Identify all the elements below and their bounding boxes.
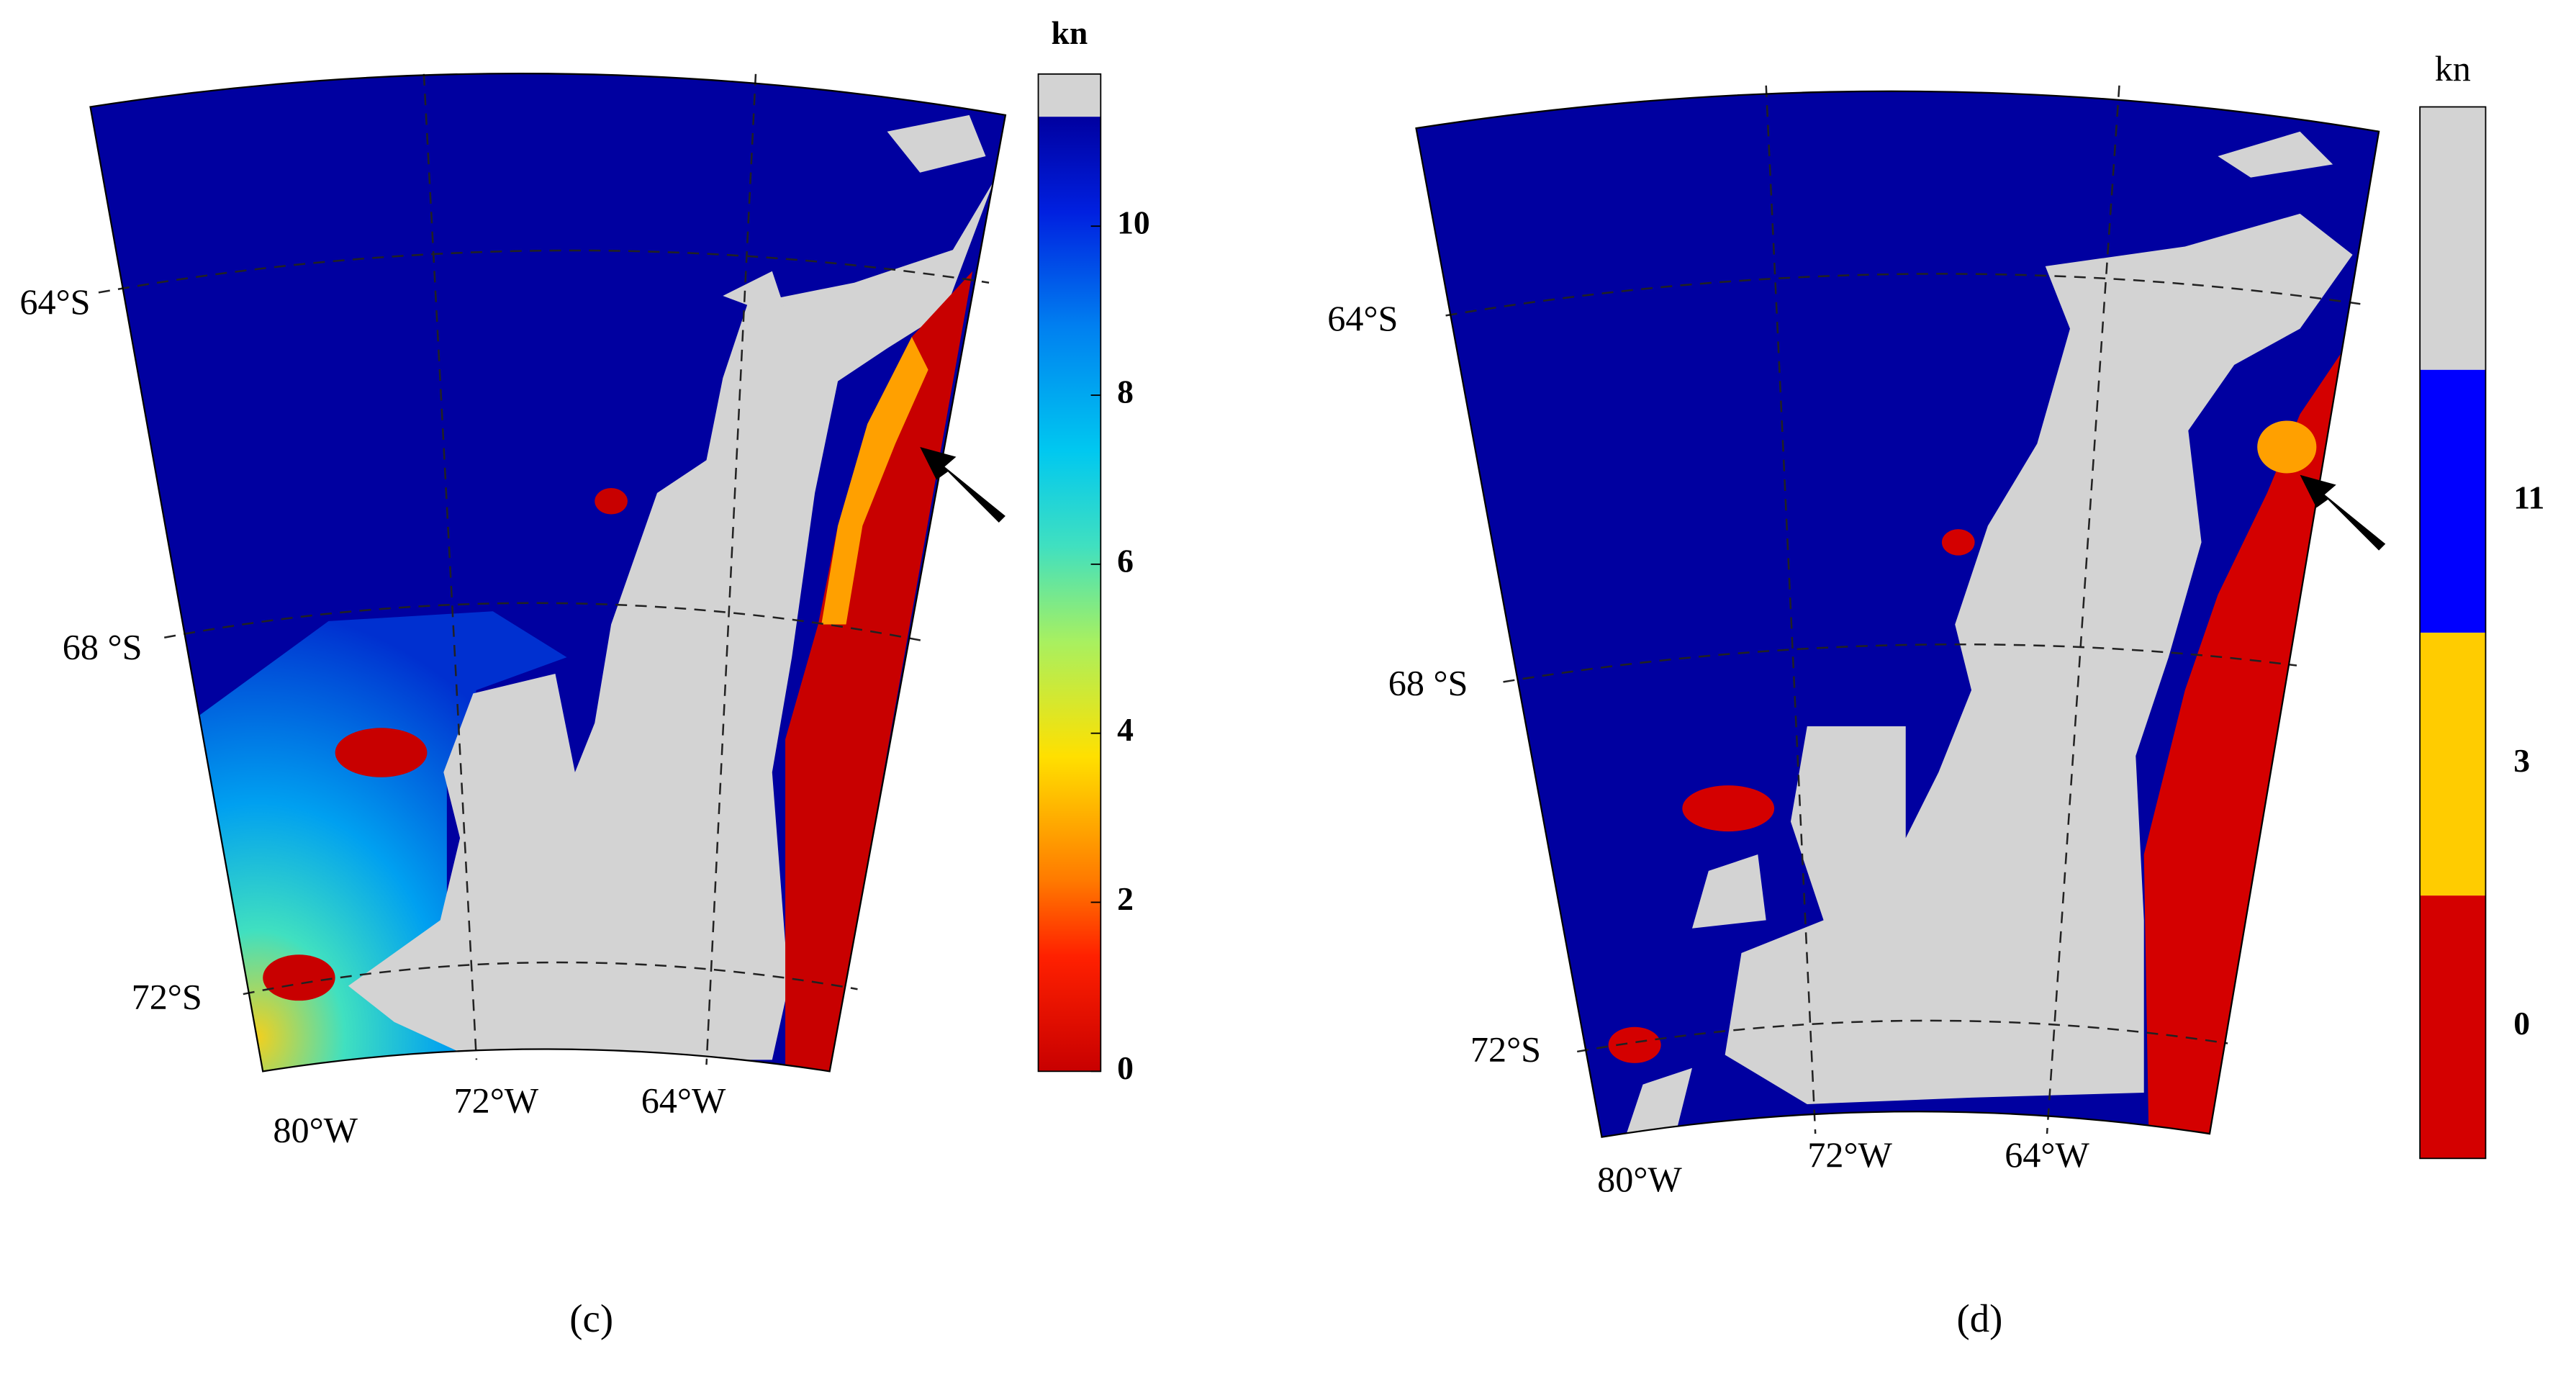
arrow: [920, 446, 1005, 523]
colorbar-class-label: 3: [2513, 742, 2530, 779]
fast-ice: [785, 271, 973, 1072]
frame: [89, 72, 1007, 1073]
graticule: [164, 602, 924, 642]
ice-patch: [595, 488, 628, 515]
lat-label: 68 °S: [1388, 663, 1468, 703]
lat-label: 68 °S: [63, 627, 143, 667]
fast-ice: [2143, 348, 2345, 1137]
ice-patch: [1941, 529, 1975, 556]
lon-label: 72°W: [1807, 1134, 1892, 1175]
graticule: [1503, 643, 2297, 683]
ice-patch: [263, 954, 335, 1001]
colorbar-class-label: 11: [2513, 479, 2544, 516]
colorbar-tick-label: 2: [1117, 880, 1134, 917]
colorbar-frame: [1037, 73, 1102, 1073]
caption: (d): [1957, 1296, 2003, 1340]
graticule: [2046, 85, 2120, 1134]
colorbar: kn 0 3 11: [2419, 48, 2544, 1160]
colorbar-band: [2420, 895, 2486, 1159]
colorbar-tick-label: 4: [1117, 711, 1134, 748]
lon-label: 72°W: [453, 1080, 538, 1120]
arrow: [2300, 474, 2386, 551]
lon-label: 64°W: [2005, 1134, 2089, 1175]
land: [348, 181, 994, 1060]
land: [1725, 213, 2353, 1104]
graticule: [1445, 273, 2362, 317]
lon-label: 64°W: [641, 1080, 726, 1120]
frame: [1415, 90, 2380, 1138]
lat-label: 72°S: [1470, 1029, 1541, 1070]
graticule: [1765, 85, 1817, 1134]
colorbar-unit: kn: [2435, 48, 2471, 89]
colorbar-frame: [2419, 106, 2487, 1160]
ice-patch: [1682, 785, 1775, 832]
lat-label: 64°S: [1327, 298, 1398, 338]
map-d: 64°S 68 °S 72°S 80°W 72°W 64°W kn 0 3 11 (…: [1327, 48, 2544, 1340]
graticule: [422, 73, 478, 1060]
land: [723, 114, 986, 321]
graticule: [243, 961, 858, 995]
ice-edge: [821, 337, 928, 625]
ice-patch: [335, 728, 428, 777]
lon-label: 80°W: [1597, 1159, 1682, 1199]
ice-patch: [2257, 420, 2317, 474]
colorbar-band: [2420, 632, 2486, 896]
lat-label: 72°S: [132, 977, 202, 1017]
map-c: 64°S 68 °S 72°S 80°W 72°W 64°W kn 0 2 4 6 8 1…: [19, 14, 1149, 1340]
colorbar-band: [2420, 107, 2486, 370]
caption: (c): [569, 1296, 613, 1340]
colorbar-class-label: 0: [2513, 1005, 2530, 1042]
lat-label: 64°S: [19, 281, 90, 322]
colorbar-tick-label: 0: [1117, 1049, 1134, 1086]
colorbar-gradient: [1038, 117, 1101, 1072]
colorbar-gray: [1038, 73, 1101, 117]
colorbar-tick-label: 10: [1117, 204, 1150, 241]
lon-label: 80°W: [273, 1110, 358, 1150]
graticule: [705, 73, 757, 1065]
colorbar-tick-label: 8: [1117, 373, 1134, 410]
ice-patch: [1608, 1026, 1661, 1063]
colorbar: kn 0 2 4 6 8 10: [1037, 14, 1150, 1086]
colorbar-band: [2420, 369, 2486, 633]
colorbar-tick-label: 6: [1117, 542, 1134, 579]
colorbar-unit: kn: [1052, 14, 1088, 51]
graticule: [1577, 1019, 2228, 1053]
